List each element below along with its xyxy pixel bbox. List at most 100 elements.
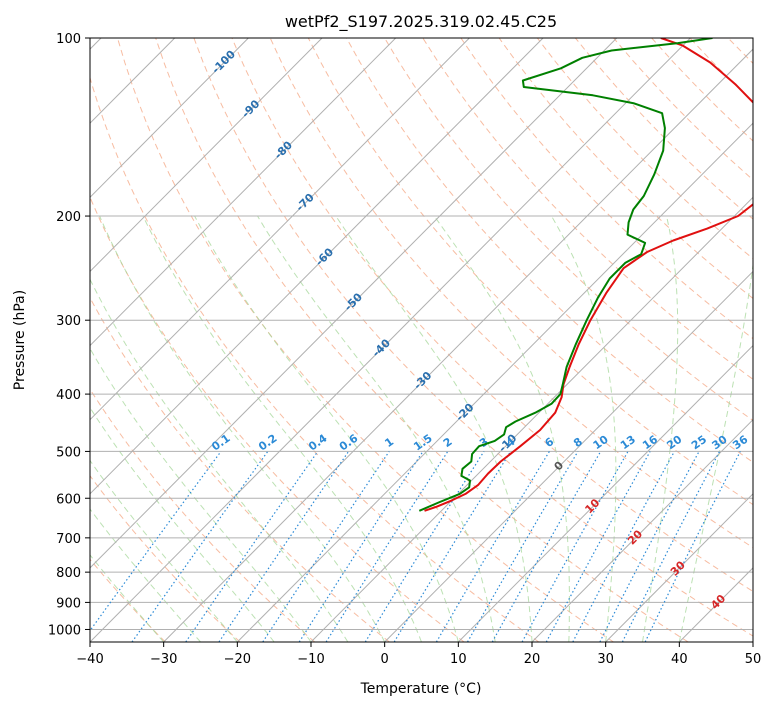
isotherm-line <box>384 270 753 642</box>
x-tick-label: 40 <box>671 652 688 667</box>
y-axis-label: Pressure (hPa) <box>12 290 28 390</box>
x-tick-label: 50 <box>745 652 762 667</box>
mixing-ratio-labels: 0.1 0.2 0.4 0.6 1 1.5 2 3 4 6 8 10 13 16 20 25 30 36 <box>209 431 750 453</box>
temperature-profile-line <box>424 38 753 512</box>
mixing-ratio-line <box>621 451 721 642</box>
dry-adiabat <box>766 38 775 642</box>
mixing-ratio-label: 13 <box>618 433 638 452</box>
dry-adiabat <box>269 38 753 549</box>
mixing-ratio-line <box>572 451 675 642</box>
y-tick-label: 1000 <box>48 623 81 638</box>
dry-adiabat <box>231 38 753 592</box>
y-axis-ticks: 100 200 300 400 500 600 700 800 900 1000 <box>48 32 90 638</box>
x-tick-label: 0 <box>381 652 389 667</box>
dry-adiabat <box>117 38 614 642</box>
mixing-ratio-label: 16 <box>640 433 660 453</box>
isotherm-line <box>678 567 753 642</box>
moist-adiabat <box>90 406 275 642</box>
chart-title: wetPf2_S197.2025.319.02.45.C25 <box>285 12 557 32</box>
y-tick-label: 100 <box>56 32 81 47</box>
mixing-ratio-label: 0.1 <box>209 432 232 454</box>
y-tick-label: 500 <box>56 445 81 460</box>
isotherm-line <box>90 38 691 642</box>
moist-adiabat <box>90 347 312 642</box>
x-axis-label: Temperature (°C) <box>360 681 482 697</box>
dry-adiabat <box>155 38 689 642</box>
mixing-ratio-label: 1 <box>382 435 396 450</box>
moist-adiabat <box>551 215 617 642</box>
dry-adiabat <box>651 38 753 142</box>
mixing-ratio-label: 20 <box>664 433 684 453</box>
dry-adiabat <box>575 38 753 220</box>
mixing-ratio-line <box>90 451 222 632</box>
isotherm-line <box>605 493 753 642</box>
isotherm-line <box>90 38 470 421</box>
plot-frame <box>89 37 754 643</box>
moist-adiabat <box>642 215 679 642</box>
x-tick-label: −10 <box>297 652 324 667</box>
moist-adiabat <box>90 554 165 642</box>
x-tick-label: −20 <box>224 652 251 667</box>
y-tick-label: 200 <box>56 210 81 225</box>
mixing-ratio-label: 25 <box>689 433 709 452</box>
dry-adiabat <box>422 38 753 380</box>
isotherm-line <box>90 38 544 495</box>
dry-adiabat <box>384 38 753 422</box>
moist-adiabat <box>142 215 422 642</box>
dry-adiabat <box>90 388 316 642</box>
dry-adiabat <box>90 76 540 642</box>
isotherm-label: 10 <box>582 496 602 516</box>
mixing-ratio-line <box>298 451 424 642</box>
mixing-ratio-label: 10 <box>591 433 611 453</box>
mixing-ratio-line <box>185 451 319 642</box>
x-tick-label: −30 <box>150 652 177 667</box>
moist-adiabat <box>433 215 570 642</box>
isotherm-line <box>90 38 618 569</box>
isotherm-line <box>531 418 753 642</box>
dry-adiabat <box>727 38 753 64</box>
y-tick-label: 700 <box>56 532 81 547</box>
profile-series <box>418 38 753 512</box>
dry-adiabat <box>90 474 241 642</box>
dry-adiabat <box>460 38 753 340</box>
dry-adiabat <box>689 38 753 103</box>
mixing-ratio-line <box>131 451 269 642</box>
mixing-ratio-line <box>364 451 485 642</box>
mixing-ratio-label: 1.5 <box>411 432 434 454</box>
y-tick-label: 900 <box>56 596 81 611</box>
mixing-ratio-label: 30 <box>710 433 730 453</box>
background-reference-lines <box>90 38 775 642</box>
moist-adiabat <box>335 215 533 642</box>
x-tick-label: 30 <box>597 652 614 667</box>
mixing-ratio-line <box>644 451 741 642</box>
mixing-ratio-label: 0.4 <box>306 431 330 453</box>
mixing-ratio-label: 2 <box>441 435 455 450</box>
mixing-ratio-label: 0.6 <box>337 431 361 453</box>
mixing-ratio-line <box>521 451 629 642</box>
dry-adiabat <box>498 38 753 300</box>
isotherm-line <box>457 344 753 642</box>
isotherm-label: 0 <box>552 458 567 473</box>
isotherm-line <box>90 38 249 199</box>
isotherm-line <box>90 38 397 347</box>
x-tick-label: −40 <box>76 652 103 667</box>
mixing-ratio-line <box>393 451 512 642</box>
dry-adiabat <box>90 296 390 642</box>
mixing-ratio-line <box>491 451 602 642</box>
moist-adiabat <box>678 261 753 642</box>
mixing-ratio-line <box>545 451 651 642</box>
y-tick-label: 600 <box>56 492 81 507</box>
x-tick-label: 20 <box>524 652 541 667</box>
moist-adiabat <box>257 215 496 642</box>
dry-adiabat <box>613 38 753 181</box>
mixing-ratio-line <box>218 451 350 642</box>
y-tick-label: 300 <box>56 314 81 329</box>
y-tick-label: 400 <box>56 388 81 403</box>
mixing-ratio-line <box>262 451 390 642</box>
y-tick-label: 800 <box>56 566 81 581</box>
dry-adiabat <box>346 38 753 463</box>
isotherm-line <box>236 122 753 642</box>
isotherm-line <box>752 641 753 642</box>
